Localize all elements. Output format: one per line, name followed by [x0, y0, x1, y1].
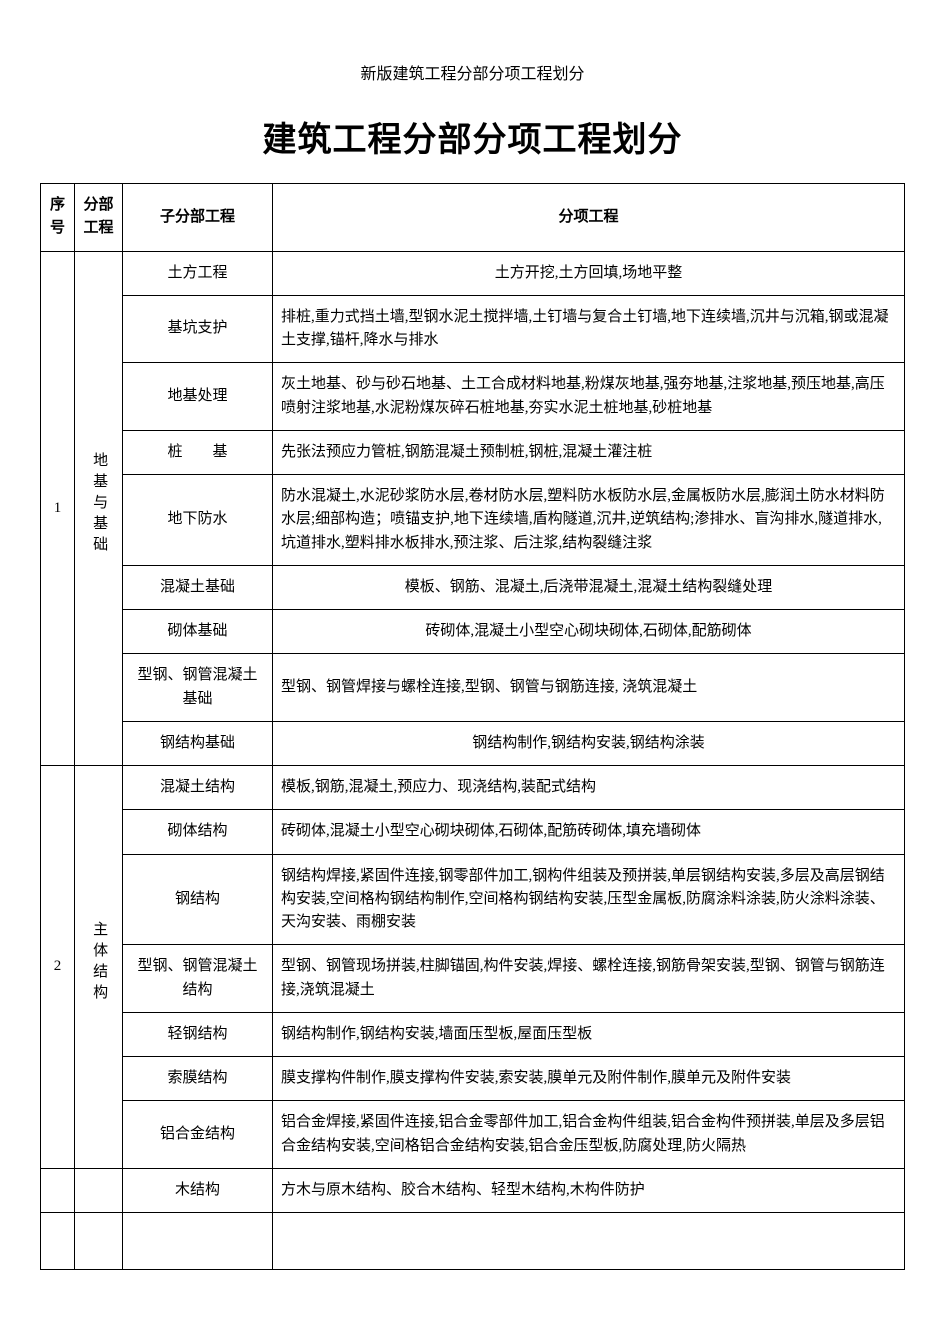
cell-subdivision: 型钢、钢管混凝土结构 — [123, 945, 273, 1013]
cell-subdivision: 砌体基础 — [123, 610, 273, 654]
cell-items: 先张法预应力管桩,钢筋混凝土预制桩,钢桩,混凝土灌注桩 — [273, 430, 905, 474]
cell-division — [75, 1168, 123, 1212]
cell-items: 膜支撑构件制作,膜支撑构件安装,索安装,膜单元及附件制作,膜单元及附件安装 — [273, 1057, 905, 1101]
table-row: 型钢、钢管混凝土结构型钢、钢管现场拼装,柱脚锚固,构件安装,焊接、螺栓连接,钢筋… — [41, 945, 905, 1013]
table-row: 木结构方木与原木结构、胶合木结构、轻型木结构,木构件防护 — [41, 1168, 905, 1212]
cell-index — [41, 1168, 75, 1212]
cell-subdivision: 轻钢结构 — [123, 1012, 273, 1056]
table-header-row: 序号 分部工程 子分部工程 分项工程 — [41, 184, 905, 252]
table-row: 索膜结构膜支撑构件制作,膜支撑构件安装,索安装,膜单元及附件制作,膜单元及附件安… — [41, 1057, 905, 1101]
table-row — [41, 1213, 905, 1270]
table-row: 桩 基先张法预应力管桩,钢筋混凝土预制桩,钢桩,混凝土灌注桩 — [41, 430, 905, 474]
table-row: 基坑支护排桩,重力式挡土墙,型钢水泥土搅拌墙,土钉墙与复合土钉墙,地下连续墙,沉… — [41, 295, 905, 363]
cell-items: 排桩,重力式挡土墙,型钢水泥土搅拌墙,土钉墙与复合土钉墙,地下连续墙,沉井与沉箱… — [273, 295, 905, 363]
document-page: 新版建筑工程分部分项工程划分 建筑工程分部分项工程划分 序号 分部工程 子分部工… — [0, 0, 945, 1310]
cell-items: 铝合金焊接,紧固件连接,铝合金零部件加工,铝合金构件组装,铝合金构件预拼装,单层… — [273, 1101, 905, 1169]
cell-subdivision: 地下防水 — [123, 475, 273, 566]
document-title: 建筑工程分部分项工程划分 — [40, 112, 905, 161]
cell-items: 砖砌体,混凝土小型空心砌块砌体,石砌体,配筋砖砌体,填充墙砌体 — [273, 810, 905, 854]
cell-items: 钢结构焊接,紧固件连接,钢零部件加工,钢构件组装及预拼装,单层钢结构安装,多层及… — [273, 854, 905, 945]
cell-empty — [123, 1213, 273, 1270]
cell-empty — [75, 1213, 123, 1270]
cell-items: 方木与原木结构、胶合木结构、轻型木结构,木构件防护 — [273, 1168, 905, 1212]
cell-items: 型钢、钢管现场拼装,柱脚锚固,构件安装,焊接、螺栓连接,钢筋骨架安装,型钢、钢管… — [273, 945, 905, 1013]
table-row: 型钢、钢管混凝土基础型钢、钢管焊接与螺栓连接,型钢、钢管与钢筋连接, 浇筑混凝土 — [41, 654, 905, 722]
cell-subdivision: 木结构 — [123, 1168, 273, 1212]
table-row: 钢结构基础钢结构制作,钢结构安装,钢结构涂装 — [41, 721, 905, 765]
table-row: 轻钢结构钢结构制作,钢结构安装,墙面压型板,屋面压型板 — [41, 1012, 905, 1056]
division-table: 序号 分部工程 子分部工程 分项工程 1地基与基础土方工程土方开挖,土方回填,场… — [40, 183, 905, 1270]
cell-subdivision: 钢结构 — [123, 854, 273, 945]
cell-division: 主体结构 — [75, 766, 123, 1169]
cell-items: 模板,钢筋,混凝土,预应力、现浇结构,装配式结构 — [273, 766, 905, 810]
cell-division: 地基与基础 — [75, 251, 123, 766]
cell-subdivision: 基坑支护 — [123, 295, 273, 363]
cell-subdivision: 钢结构基础 — [123, 721, 273, 765]
table-row: 1地基与基础土方工程土方开挖,土方回填,场地平整 — [41, 251, 905, 295]
cell-items: 砖砌体,混凝土小型空心砌块砌体,石砌体,配筋砌体 — [273, 610, 905, 654]
cell-subdivision: 索膜结构 — [123, 1057, 273, 1101]
cell-subdivision: 地基处理 — [123, 363, 273, 431]
cell-items: 型钢、钢管焊接与螺栓连接,型钢、钢管与钢筋连接, 浇筑混凝土 — [273, 654, 905, 722]
cell-empty — [41, 1213, 75, 1270]
table-row: 地下防水防水混凝土,水泥砂浆防水层,卷材防水层,塑料防水板防水层,金属板防水层,… — [41, 475, 905, 566]
cell-items: 钢结构制作,钢结构安装,钢结构涂装 — [273, 721, 905, 765]
cell-subdivision: 桩 基 — [123, 430, 273, 474]
cell-subdivision: 型钢、钢管混凝土基础 — [123, 654, 273, 722]
document-subtitle: 新版建筑工程分部分项工程划分 — [40, 60, 905, 84]
header-subdivision: 子分部工程 — [123, 184, 273, 252]
cell-items: 土方开挖,土方回填,场地平整 — [273, 251, 905, 295]
cell-items: 灰土地基、砂与砂石地基、土工合成材料地基,粉煤灰地基,强夯地基,注浆地基,预压地… — [273, 363, 905, 431]
table-row: 2主体结构混凝土结构模板,钢筋,混凝土,预应力、现浇结构,装配式结构 — [41, 766, 905, 810]
table-row: 铝合金结构铝合金焊接,紧固件连接,铝合金零部件加工,铝合金构件组装,铝合金构件预… — [41, 1101, 905, 1169]
table-row: 砌体基础砖砌体,混凝土小型空心砌块砌体,石砌体,配筋砌体 — [41, 610, 905, 654]
table-row: 地基处理灰土地基、砂与砂石地基、土工合成材料地基,粉煤灰地基,强夯地基,注浆地基… — [41, 363, 905, 431]
cell-empty — [273, 1213, 905, 1270]
table-row: 钢结构钢结构焊接,紧固件连接,钢零部件加工,钢构件组装及预拼装,单层钢结构安装,… — [41, 854, 905, 945]
table-row: 砌体结构砖砌体,混凝土小型空心砌块砌体,石砌体,配筋砖砌体,填充墙砌体 — [41, 810, 905, 854]
cell-items: 钢结构制作,钢结构安装,墙面压型板,屋面压型板 — [273, 1012, 905, 1056]
cell-index: 1 — [41, 251, 75, 766]
cell-subdivision: 混凝土基础 — [123, 565, 273, 609]
header-division: 分部工程 — [75, 184, 123, 252]
table-row: 混凝土基础模板、钢筋、混凝土,后浇带混凝土,混凝土结构裂缝处理 — [41, 565, 905, 609]
header-index: 序号 — [41, 184, 75, 252]
header-items: 分项工程 — [273, 184, 905, 252]
cell-subdivision: 混凝土结构 — [123, 766, 273, 810]
cell-subdivision: 铝合金结构 — [123, 1101, 273, 1169]
cell-subdivision: 砌体结构 — [123, 810, 273, 854]
cell-items: 防水混凝土,水泥砂浆防水层,卷材防水层,塑料防水板防水层,金属板防水层,膨润土防… — [273, 475, 905, 566]
cell-items: 模板、钢筋、混凝土,后浇带混凝土,混凝土结构裂缝处理 — [273, 565, 905, 609]
table-body: 1地基与基础土方工程土方开挖,土方回填,场地平整基坑支护排桩,重力式挡土墙,型钢… — [41, 251, 905, 1270]
cell-subdivision: 土方工程 — [123, 251, 273, 295]
cell-index: 2 — [41, 766, 75, 1169]
